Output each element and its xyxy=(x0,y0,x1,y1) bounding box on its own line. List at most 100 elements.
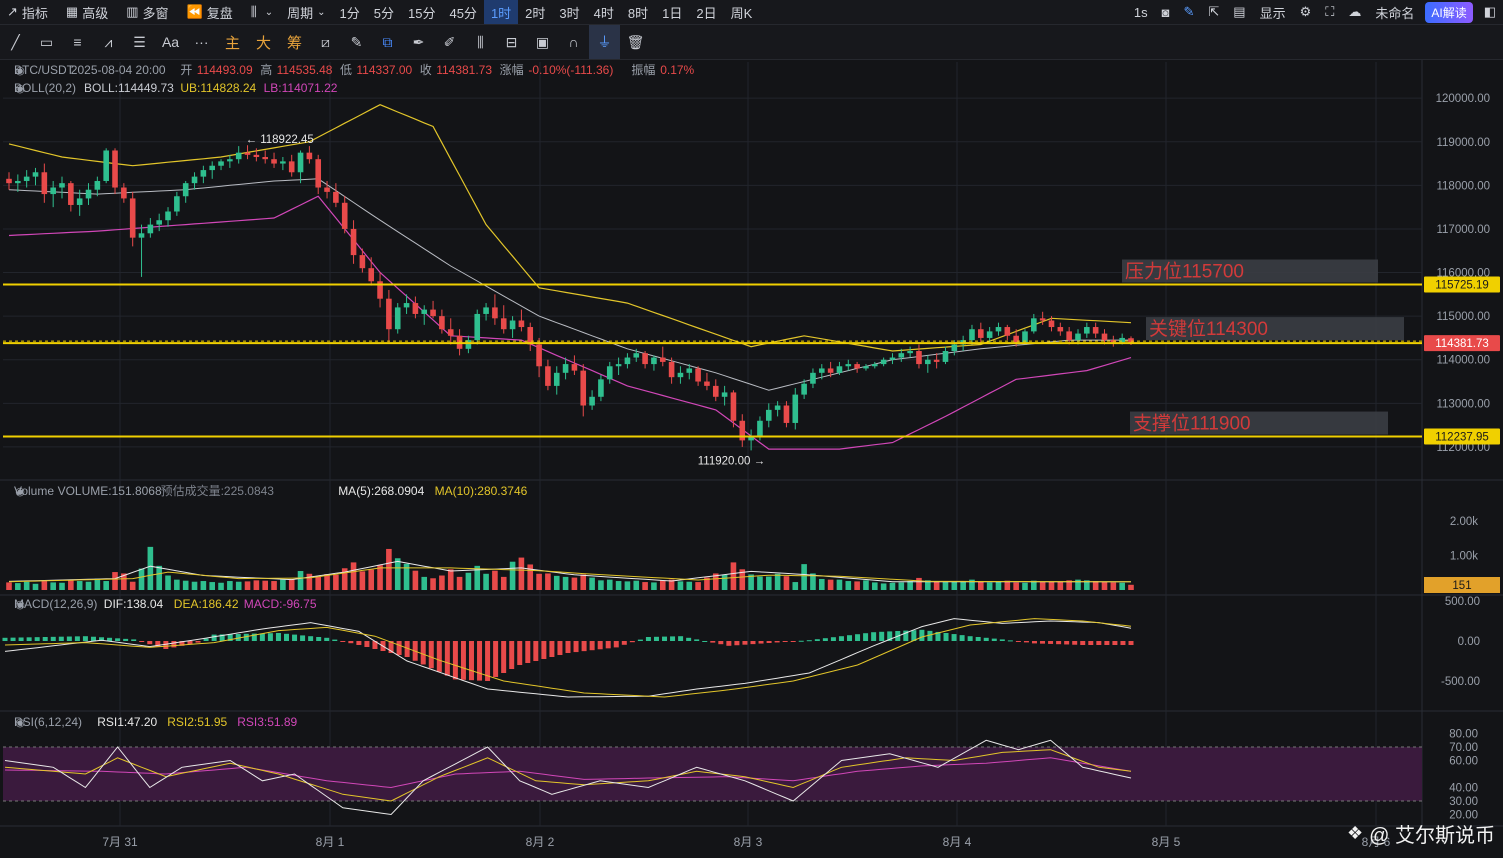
interval-5分[interactable]: 5分 xyxy=(373,5,394,21)
interval-4时[interactable]: 4时 xyxy=(593,5,614,21)
interval-8时[interactable]: 8时 xyxy=(627,5,649,21)
price-tag xyxy=(1424,428,1500,445)
chart-type-button[interactable]: ⫼ ⌄ xyxy=(244,0,280,24)
lock-tool[interactable]: ⊟ xyxy=(505,33,518,50)
volume-y-tick: 2.00k xyxy=(1450,516,1478,528)
interval-2时[interactable]: 2时 xyxy=(525,5,546,21)
layout-icon[interactable]: ▤ xyxy=(1233,4,1246,19)
settings-icon[interactable]: ⚙ xyxy=(1299,4,1312,19)
interval-3时[interactable]: 3时 xyxy=(559,5,580,21)
interval-1日[interactable]: 1日 xyxy=(662,5,683,21)
volume-bar xyxy=(32,583,39,590)
interval-15分[interactable]: 15分 xyxy=(408,5,436,21)
macd-histogram-bar xyxy=(678,636,684,641)
candle-body xyxy=(951,344,958,352)
volume-bar xyxy=(880,583,887,590)
legend-row: MACD(12,26,9) DIF:138.04 DEA:186.42 MACD:-9… xyxy=(14,597,317,611)
candle-body xyxy=(483,307,489,314)
highlighter-tool[interactable]: ✐ xyxy=(443,33,456,50)
macd-histogram-bar xyxy=(887,631,893,641)
fullscreen-icon[interactable]: ⛶ xyxy=(1325,4,1335,19)
layout-name-select[interactable]: 未命名 xyxy=(1375,5,1415,21)
text-tool[interactable]: Aa xyxy=(161,34,180,50)
chart-canvas[interactable]: 7月 31 8月 1 8月 2 8月 3 8月 4 8月 5 8月 6 120000.00 11… xyxy=(0,60,1503,858)
interval-1时[interactable]: 1时 xyxy=(483,0,519,24)
filter-tool[interactable]: ⏚ xyxy=(589,25,620,59)
fib-tool[interactable]: ≡ xyxy=(73,34,82,50)
measure-tool[interactable]: ⧄ xyxy=(321,33,330,50)
indicator-icon: ↗ xyxy=(7,4,18,19)
volume-bar xyxy=(156,565,162,590)
volume-bar xyxy=(59,582,65,590)
macd-histogram-bar xyxy=(468,641,474,681)
legend-open: 114493.09 xyxy=(197,63,253,77)
chip-tool[interactable]: 筹 xyxy=(286,34,302,52)
candle-body xyxy=(474,313,481,341)
interval-周K[interactable]: 周K xyxy=(730,5,753,21)
volume-bar xyxy=(633,580,640,590)
legend-estimate: 预估成交量:225.0843 xyxy=(161,483,275,498)
volume-bar xyxy=(324,574,330,590)
display-button[interactable]: 显示 xyxy=(1259,5,1286,21)
candle-body xyxy=(880,359,887,365)
rectangle-tool[interactable]: ▭ xyxy=(39,33,54,50)
macd-histogram-bar xyxy=(871,632,877,641)
macd-histogram-bar xyxy=(975,637,981,641)
large-tool[interactable]: 大 xyxy=(255,34,271,52)
parallel-tool[interactable]: ☰ xyxy=(133,33,146,50)
interval-2日[interactable]: 2日 xyxy=(696,5,717,21)
copy-tool[interactable]: ⧉ xyxy=(382,33,393,50)
macd-histogram-bar xyxy=(830,637,836,641)
candle-body xyxy=(854,364,860,369)
x-tick-label: 8月 4 xyxy=(943,835,972,849)
delete-tool[interactable]: 🗑 xyxy=(626,33,645,50)
more-tools[interactable]: ··· xyxy=(194,34,209,50)
magnet-tool[interactable]: ∩ xyxy=(568,34,579,50)
volume-bar xyxy=(1022,582,1028,590)
macd-histogram-bar xyxy=(179,641,185,646)
interval-45分[interactable]: 45分 xyxy=(449,5,477,21)
sidebar-toggle-icon[interactable]: ◧ xyxy=(1483,4,1496,19)
volume-bar xyxy=(509,561,516,590)
candle-body xyxy=(783,405,790,423)
period-button[interactable]: 周期 ⌄ xyxy=(280,0,332,24)
pencil-icon[interactable]: ✎ xyxy=(1183,4,1195,19)
volume-bar xyxy=(774,573,781,590)
ai-analysis-button[interactable]: AI解读 xyxy=(1425,1,1473,23)
candle-body xyxy=(925,359,931,365)
volume-bar xyxy=(500,576,507,590)
macd-histogram-bar xyxy=(187,641,193,645)
camera-icon[interactable]: ◙ xyxy=(1161,4,1170,20)
indicator-button[interactable]: ↗ 指标 xyxy=(0,0,59,24)
volume-bar xyxy=(121,573,127,590)
candle-body xyxy=(191,176,198,184)
macd-histogram-bar xyxy=(782,641,788,642)
wave-tool[interactable]: ⩘ xyxy=(104,33,113,50)
volume-bar xyxy=(350,562,357,590)
volume-bar xyxy=(589,577,595,590)
replay-button[interactable]: ⏪ 复盘 xyxy=(180,0,244,24)
popout-icon[interactable]: ⇱ xyxy=(1208,4,1220,19)
volume-ma5-line xyxy=(8,560,1131,583)
volume-bar xyxy=(23,581,30,590)
multi-window-button[interactable]: ▥ 多窗 xyxy=(119,0,179,24)
interval-1分[interactable]: 1分 xyxy=(339,5,360,21)
speed-setting[interactable]: 1s xyxy=(1133,4,1148,20)
cloud-icon[interactable]: ☁ xyxy=(1348,4,1362,19)
macd-histogram-bar xyxy=(855,634,861,641)
volume-bar xyxy=(218,582,224,590)
advanced-button[interactable]: ▦ 高级 xyxy=(59,0,119,24)
trendline-tool[interactable]: ╱ xyxy=(11,33,20,50)
macd-histogram-bar xyxy=(726,641,732,646)
bars-tool[interactable]: ⫼ xyxy=(477,33,484,50)
note-tool[interactable]: ▣ xyxy=(535,33,550,50)
volume-bar xyxy=(580,574,587,590)
y-tick-label: 115000.00 xyxy=(1436,311,1490,323)
legend-rsi2: RSI2:51.95 xyxy=(167,715,227,729)
pen-tool[interactable]: ✒ xyxy=(412,33,425,50)
brush-tool[interactable]: ✎ xyxy=(350,33,363,50)
volume-bar xyxy=(421,576,428,590)
main-tool[interactable]: 主 xyxy=(224,34,240,52)
legend-amp-label: 振幅 xyxy=(631,62,655,77)
